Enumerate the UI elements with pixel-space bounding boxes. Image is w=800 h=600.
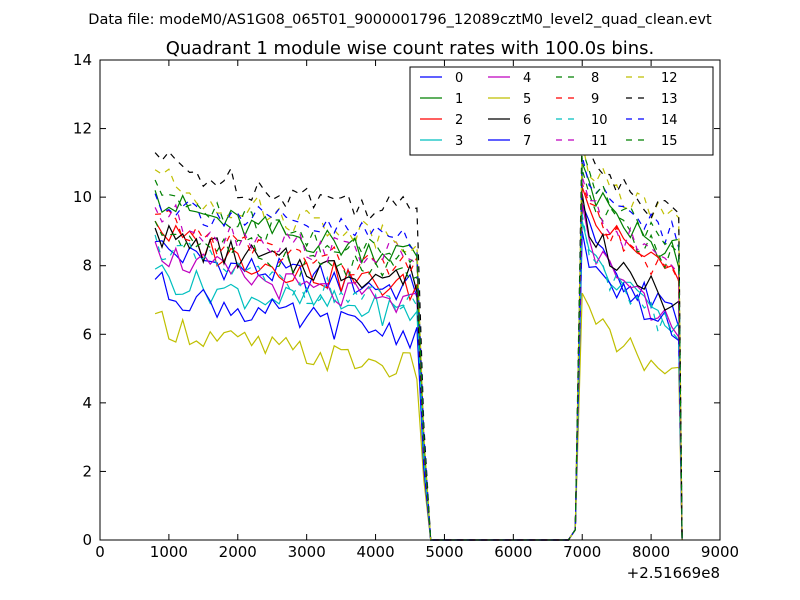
x-tick-label: 4000	[356, 543, 394, 561]
y-tick-label: 0	[82, 531, 92, 549]
x-tick-label: 7000	[563, 543, 601, 561]
chart-suptitle: Data file: modeM0/AS1G08_065T01_90000017…	[88, 12, 712, 28]
x-tick-label: 0	[95, 543, 105, 561]
legend-label-13: 13	[661, 92, 678, 107]
series-line-10	[154, 214, 683, 541]
series-line-7	[154, 231, 683, 541]
x-tick-label: 1000	[150, 543, 188, 561]
legend-label-11: 11	[591, 134, 608, 149]
legend-label-0: 0	[455, 71, 463, 86]
legend-label-1: 1	[455, 92, 463, 107]
series-line-5	[154, 292, 683, 541]
y-tick-label: 12	[73, 120, 92, 138]
x-tick-label: 3000	[288, 543, 326, 561]
legend-label-5: 5	[523, 92, 531, 107]
legend-label-7: 7	[523, 134, 531, 149]
legend-label-14: 14	[661, 113, 678, 128]
axis-ticks: 0 1000 2000 3000 4000 5000 6000 7000 8000 9000 0 2 4…	[73, 51, 739, 561]
x-tick-label: 9000	[701, 543, 739, 561]
legend-label-8: 8	[591, 71, 599, 86]
x-tick-label: 8000	[632, 543, 670, 561]
x-tick-label: 5000	[425, 543, 463, 561]
y-tick-label: 2	[82, 462, 92, 480]
y-tick-label: 8	[82, 257, 92, 275]
series-line-13	[154, 124, 683, 541]
y-tick-label: 6	[82, 325, 92, 343]
legend-label-4: 4	[523, 71, 531, 86]
legend-label-15: 15	[661, 134, 678, 149]
legend-label-3: 3	[455, 134, 463, 149]
y-tick-label: 10	[73, 188, 92, 206]
y-tick-label: 14	[73, 51, 92, 69]
legend-label-12: 12	[661, 71, 678, 86]
chart-title: Quadrant 1 module wise count rates with …	[166, 38, 655, 59]
x-offset-label: +2.51669e8	[627, 564, 720, 582]
plot-frame	[99, 59, 721, 541]
series-line-15	[154, 148, 683, 541]
x-tick-label: 6000	[494, 543, 532, 561]
legend-label-9: 9	[591, 92, 599, 107]
legend-label-2: 2	[455, 113, 463, 128]
legend-label-6: 6	[523, 113, 531, 128]
x-tick-label: 2000	[219, 543, 257, 561]
y-tick-label: 4	[82, 394, 92, 412]
series-lines	[154, 124, 683, 541]
legend-label-10: 10	[591, 113, 608, 128]
